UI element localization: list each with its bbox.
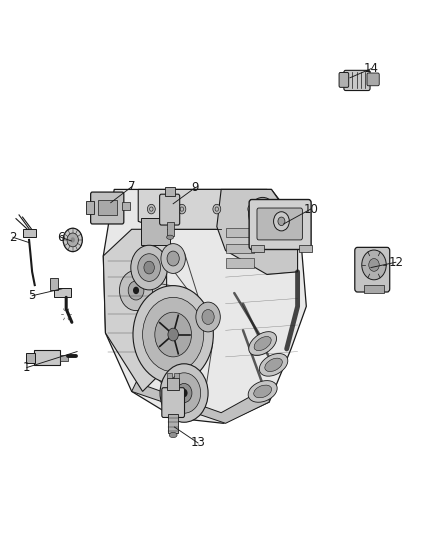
Text: 10: 10 [303,203,318,215]
Circle shape [143,297,204,372]
Circle shape [274,212,289,231]
Ellipse shape [254,385,272,398]
FancyBboxPatch shape [367,73,379,86]
Circle shape [155,312,191,357]
Circle shape [254,204,272,225]
Bar [86,200,94,214]
Circle shape [213,204,221,214]
Circle shape [196,302,220,332]
Bar [122,202,130,210]
FancyBboxPatch shape [162,387,184,417]
Circle shape [249,197,277,231]
Text: 5: 5 [28,289,36,302]
Bar [174,373,179,378]
Bar [166,222,173,236]
Bar [23,229,36,237]
Circle shape [362,250,386,280]
Polygon shape [138,189,267,229]
Bar [251,245,264,252]
Text: 6: 6 [57,231,65,244]
Ellipse shape [169,432,177,438]
Bar [54,288,71,297]
Circle shape [167,373,201,413]
Circle shape [63,228,82,252]
Polygon shape [217,189,297,274]
Circle shape [148,204,155,214]
Circle shape [133,287,139,294]
FancyBboxPatch shape [91,192,124,224]
Ellipse shape [259,353,288,376]
Bar [98,199,117,215]
FancyBboxPatch shape [249,199,311,249]
Circle shape [133,286,213,383]
Circle shape [248,204,256,214]
Ellipse shape [166,235,173,239]
Bar [25,353,35,364]
Bar [226,228,254,237]
Circle shape [128,281,144,300]
Circle shape [131,245,167,290]
Ellipse shape [254,336,271,351]
FancyBboxPatch shape [159,194,180,225]
Bar [364,285,384,293]
Circle shape [138,254,160,281]
Bar [167,373,172,378]
Bar [50,278,58,290]
Circle shape [144,261,154,274]
Bar [165,187,175,196]
Bar [299,245,311,252]
Ellipse shape [249,332,276,356]
Text: 13: 13 [191,437,205,449]
Circle shape [67,233,78,247]
Bar [167,378,179,390]
Polygon shape [103,189,306,423]
Circle shape [120,270,152,311]
Text: 1: 1 [23,361,31,374]
FancyBboxPatch shape [355,247,390,292]
Circle shape [161,244,185,273]
Polygon shape [103,229,166,391]
Text: 12: 12 [389,256,403,269]
Circle shape [178,204,186,214]
Circle shape [167,251,179,266]
Circle shape [168,328,178,341]
Circle shape [160,364,208,422]
Circle shape [369,259,379,271]
Polygon shape [132,382,269,423]
Circle shape [71,237,75,243]
Bar [60,356,68,361]
Circle shape [180,389,187,397]
FancyBboxPatch shape [344,70,370,91]
Bar [226,258,254,268]
Ellipse shape [248,381,277,402]
Circle shape [202,310,214,325]
Circle shape [176,383,192,402]
Bar [34,351,60,366]
Bar [141,217,170,245]
Text: 2: 2 [9,231,17,244]
Text: 7: 7 [128,180,135,193]
FancyBboxPatch shape [339,72,349,87]
FancyBboxPatch shape [257,208,302,240]
Text: 9: 9 [191,181,199,195]
Ellipse shape [265,358,283,372]
Text: 14: 14 [364,62,378,75]
Circle shape [278,217,285,225]
Bar [168,414,178,433]
Bar [226,244,254,253]
